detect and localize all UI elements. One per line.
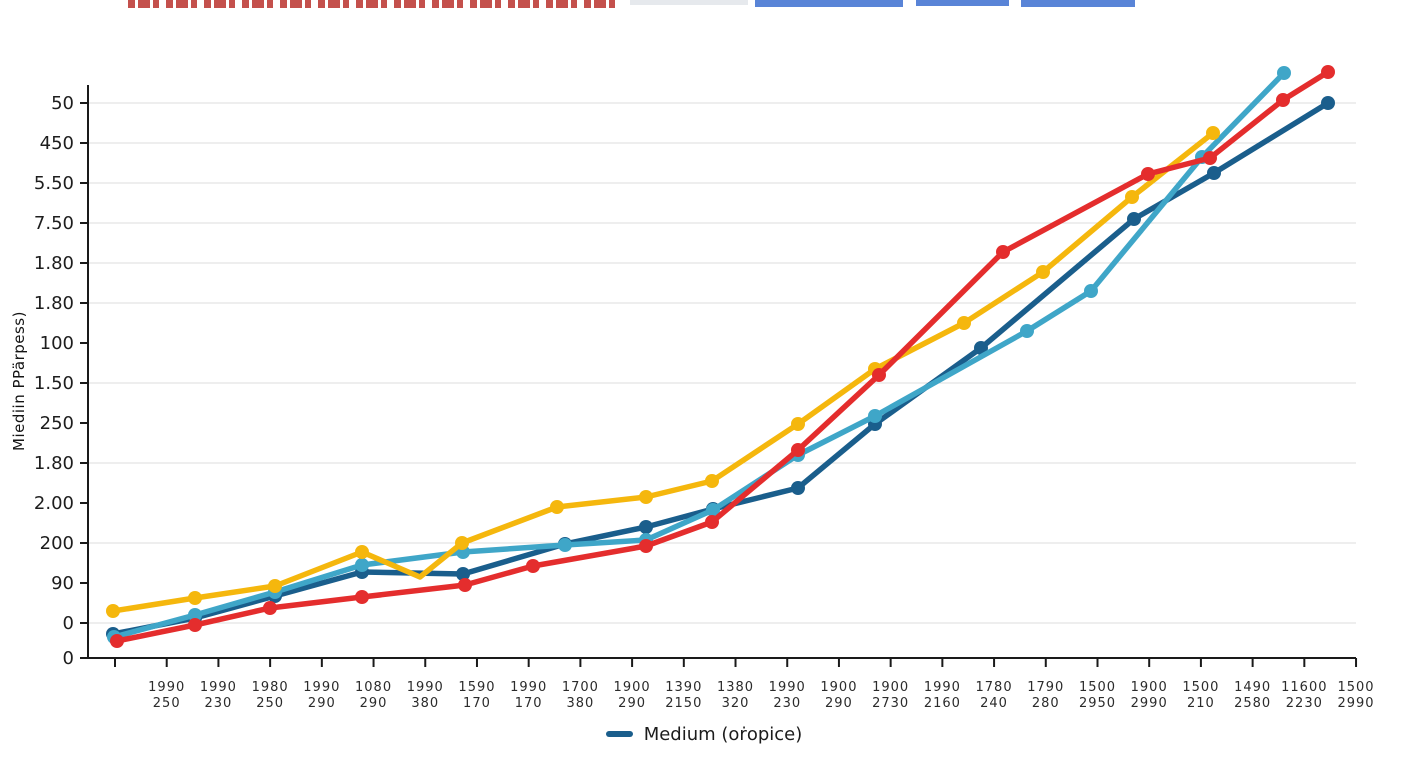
y-tick-label: 0 bbox=[63, 648, 74, 669]
series-marker-gold bbox=[455, 536, 469, 550]
legend-label: Medium (oṙopice) bbox=[643, 723, 803, 745]
y-tick-label: 250 bbox=[40, 413, 74, 434]
series-marker-gold bbox=[355, 545, 369, 559]
series-marker-navy bbox=[791, 481, 805, 495]
series-marker-red bbox=[110, 634, 124, 648]
series-marker-cyan bbox=[1277, 66, 1291, 80]
series-marker-red bbox=[639, 539, 653, 553]
top-cropped-smudge-artifact bbox=[630, 0, 748, 5]
series-line-cyan bbox=[111, 70, 1287, 640]
series-marker-navy bbox=[456, 567, 470, 581]
y-tick-label: 90 bbox=[51, 573, 74, 594]
series-marker-gold bbox=[188, 591, 202, 605]
series-marker-navy bbox=[1127, 212, 1141, 226]
series-marker-navy bbox=[1207, 166, 1221, 180]
y-tick-label: 0 bbox=[63, 613, 74, 634]
x-tick-label: 1990 2160 bbox=[924, 680, 961, 711]
y-tick-label: 100 bbox=[40, 333, 74, 354]
y-axis-title: Miediin PPärpess) bbox=[10, 311, 28, 451]
series-marker-gold bbox=[957, 316, 971, 330]
x-tick-label: 1990 290 bbox=[303, 680, 340, 711]
series-marker-cyan bbox=[558, 538, 572, 552]
series-marker-red bbox=[791, 443, 805, 457]
x-tick-label: 1900 290 bbox=[614, 680, 651, 711]
y-tick-label: 1.80 bbox=[34, 293, 74, 314]
x-tick-label: 1080 290 bbox=[355, 680, 392, 711]
series-marker-cyan bbox=[1020, 324, 1034, 338]
y-tick-label: 2.00 bbox=[34, 493, 74, 514]
x-tick-label: 1390 2150 bbox=[665, 680, 702, 711]
x-tick-label: 1500 2950 bbox=[1079, 680, 1116, 711]
series-marker-gold bbox=[550, 500, 564, 514]
series-marker-red bbox=[1276, 93, 1290, 107]
series-marker-gold bbox=[1206, 126, 1220, 140]
series-marker-red bbox=[996, 245, 1010, 259]
x-tick-label: 1980 250 bbox=[252, 680, 289, 711]
series-marker-gold bbox=[1125, 190, 1139, 204]
series-marker-red bbox=[355, 590, 369, 604]
series-marker-gold bbox=[106, 604, 120, 618]
y-tick-label: 200 bbox=[40, 533, 74, 554]
series-marker-red bbox=[1203, 151, 1217, 165]
x-tick-label: 1990 250 bbox=[148, 680, 185, 711]
series-marker-red bbox=[188, 618, 202, 632]
series-line-red bbox=[114, 69, 1331, 644]
x-tick-label: 1500 2990 bbox=[1337, 680, 1374, 711]
y-tick-label: 450 bbox=[40, 133, 74, 154]
series-marker-navy bbox=[974, 341, 988, 355]
x-tick-label: 1590 170 bbox=[458, 680, 495, 711]
series-marker-gold bbox=[1036, 265, 1050, 279]
x-tick-label: 1900 2730 bbox=[872, 680, 909, 711]
x-tick-label: 1500 210 bbox=[1182, 680, 1219, 711]
x-tick-label: 1490 2580 bbox=[1234, 680, 1271, 711]
x-tick-label: 1990 170 bbox=[510, 680, 547, 711]
y-tick-label: 1.80 bbox=[34, 253, 74, 274]
series-marker-red bbox=[705, 515, 719, 529]
series-marker-red bbox=[526, 559, 540, 573]
top-cropped-highlight-bar bbox=[916, 0, 1009, 6]
series-marker-gold bbox=[639, 490, 653, 504]
series-marker-red bbox=[872, 368, 886, 382]
x-tick-label: 1900 2990 bbox=[1131, 680, 1168, 711]
legend-swatch-icon bbox=[605, 731, 633, 737]
series-line-navy bbox=[110, 100, 1331, 637]
x-tick-label: 1790 280 bbox=[1027, 680, 1064, 711]
series-marker-gold bbox=[705, 474, 719, 488]
x-tick-label: 1990 230 bbox=[769, 680, 806, 711]
series-marker-cyan bbox=[706, 503, 720, 517]
series-marker-gold bbox=[268, 579, 282, 593]
x-tick-label: 1990 230 bbox=[200, 680, 237, 711]
x-tick-label: 1990 380 bbox=[407, 680, 444, 711]
x-tick-label: 1380 320 bbox=[717, 680, 754, 711]
x-tick-label: 1780 240 bbox=[976, 680, 1013, 711]
y-tick-label: 7.50 bbox=[34, 213, 74, 234]
x-tick-label: 1900 290 bbox=[820, 680, 857, 711]
series-marker-cyan bbox=[188, 608, 202, 622]
y-tick-label: 5.50 bbox=[34, 173, 74, 194]
series-marker-red bbox=[263, 601, 277, 615]
series-marker-cyan bbox=[868, 409, 882, 423]
y-tick-label: 50 bbox=[51, 93, 74, 114]
top-cropped-highlight-bar bbox=[1021, 0, 1135, 7]
y-tick-label: 1.50 bbox=[34, 373, 74, 394]
series-marker-cyan bbox=[1084, 284, 1098, 298]
top-cropped-highlight-bar bbox=[755, 0, 903, 7]
x-tick-label: 11600 2230 bbox=[1281, 680, 1327, 711]
series-marker-red bbox=[458, 578, 472, 592]
series-marker-cyan bbox=[355, 558, 369, 572]
top-cropped-text-artifact bbox=[128, 0, 620, 8]
series-marker-gold bbox=[791, 417, 805, 431]
x-tick-label: 1700 380 bbox=[562, 680, 599, 711]
y-tick-label: 1.80 bbox=[34, 453, 74, 474]
series-marker-navy bbox=[639, 520, 653, 534]
series-marker-red bbox=[1141, 167, 1155, 181]
series-marker-red bbox=[1321, 65, 1335, 79]
series-marker-navy bbox=[1321, 96, 1335, 110]
chart-legend: Medium (oṙopice) bbox=[0, 721, 1408, 747]
